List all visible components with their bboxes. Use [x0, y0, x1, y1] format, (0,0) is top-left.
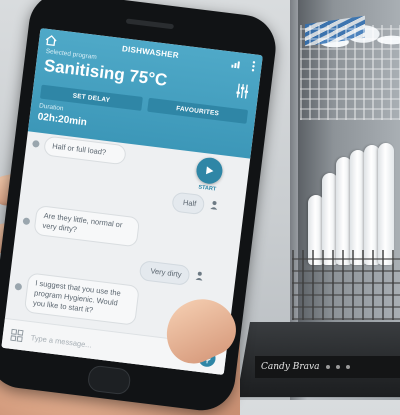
chat-message-bot: I suggest that you use the program Hygie…	[24, 272, 140, 326]
dishwasher-brand-logo: Candy Brava	[261, 362, 320, 372]
user-icon	[195, 271, 204, 281]
program-name: Sanitising 75°C	[43, 56, 168, 91]
dishwasher-lower-rack	[292, 250, 400, 320]
bot-avatar	[22, 217, 30, 225]
grid-icon[interactable]	[10, 329, 23, 342]
signal-icon	[231, 59, 242, 69]
phone-speaker	[126, 18, 174, 29]
bot-avatar	[14, 283, 22, 291]
user-icon	[210, 200, 219, 210]
chat-message-user: Half	[171, 191, 205, 215]
start-label: START	[194, 184, 221, 193]
sliders-icon[interactable]	[233, 82, 251, 100]
menu-icon[interactable]	[251, 60, 256, 72]
chat-message-user: Very dirty	[139, 260, 191, 286]
dishwasher-upper-rack	[300, 25, 400, 120]
phone-home-button[interactable]	[87, 365, 132, 396]
smartphone: DISHWASHER Selected program Sanitising 7…	[0, 0, 279, 414]
start-button[interactable]	[195, 156, 224, 185]
dishwasher-control-panel: Candy Brava	[255, 356, 400, 378]
bot-avatar	[32, 140, 40, 148]
play-icon	[204, 165, 215, 176]
dishwasher-plates	[308, 140, 400, 265]
duration-value: 02h:20min	[37, 111, 87, 128]
favourites-button[interactable]: FAVOURITES	[147, 98, 248, 124]
chat-message-bot: Are they little, normal or very dirty?	[33, 205, 140, 248]
message-input[interactable]	[30, 330, 181, 362]
